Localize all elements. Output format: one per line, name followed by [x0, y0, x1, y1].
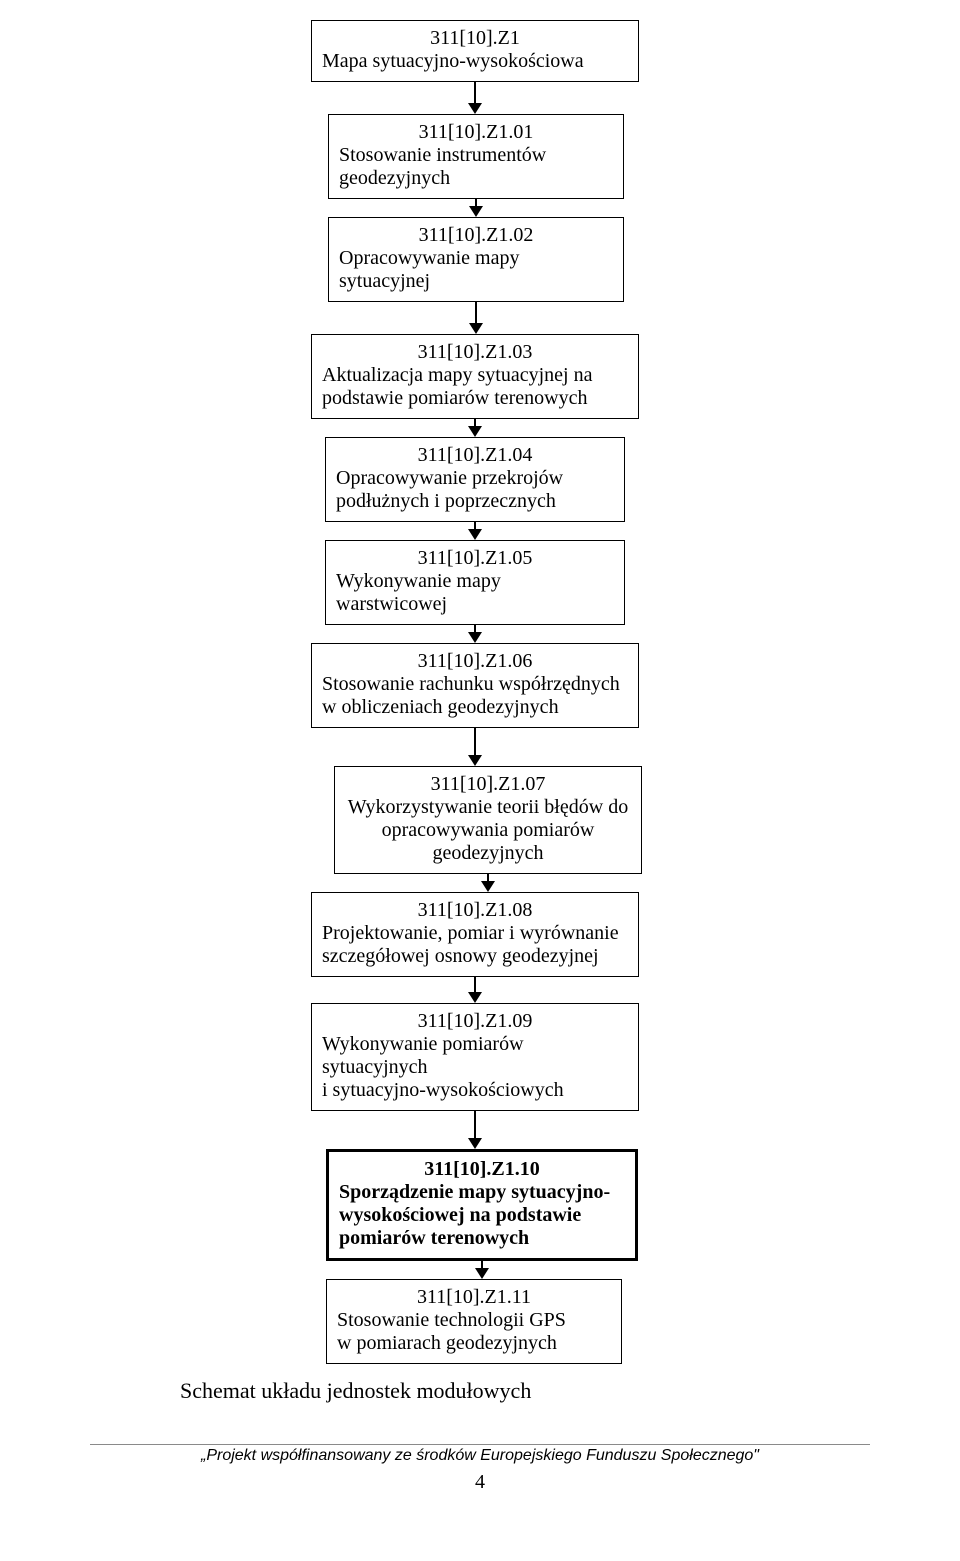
arrow-head: [468, 529, 482, 540]
flowchart-chain: 311[10].Z1Mapa sytuacyjno-wysokościowa31…: [0, 20, 960, 1364]
node-code: 311[10].Z1: [322, 27, 628, 50]
arrow-down-icon: [468, 1111, 482, 1149]
flowchart-node: 311[10].Z1.11Stosowanie technologii GPSw…: [326, 1279, 622, 1364]
node-code: 311[10].Z1.11: [337, 1286, 611, 1309]
node-label-line: podłużnych i poprzecznych: [336, 490, 614, 513]
flowchart-node: 311[10].Z1.02Opracowywanie mapy sytuacyj…: [328, 217, 624, 302]
footer: „Projekt współfinansowany ze środków Eur…: [0, 1444, 960, 1494]
flowchart-node: 311[10].Z1.03Aktualizacja mapy sytuacyjn…: [311, 334, 639, 419]
node-code: 311[10].Z1.09: [322, 1010, 628, 1033]
node-code: 311[10].Z1.06: [322, 650, 628, 673]
node-code: 311[10].Z1.03: [322, 341, 628, 364]
arrow-shaft: [474, 1111, 476, 1139]
arrow-head: [468, 992, 482, 1003]
node-label-line: w pomiarach geodezyjnych: [337, 1332, 611, 1355]
node-label-line: Sporządzenie mapy sytuacyjno-: [339, 1181, 625, 1204]
arrow-down-icon: [469, 302, 483, 334]
flowchart-node: 311[10].Z1Mapa sytuacyjno-wysokościowa: [311, 20, 639, 82]
node-label-line: podstawie pomiarów terenowych: [322, 387, 628, 410]
node-label-line: w obliczeniach geodezyjnych: [322, 696, 628, 719]
node-label-line: Opracowywanie mapy sytuacyjnej: [339, 247, 613, 293]
arrow-shaft: [475, 302, 477, 324]
arrow-down-icon: [468, 625, 482, 643]
node-label-line: geodezyjnych: [345, 842, 631, 865]
node-label-line: Opracowywanie przekrojów: [336, 467, 614, 490]
flowchart-node: 311[10].Z1.01Stosowanie instrumentówgeod…: [328, 114, 624, 199]
arrow-head: [475, 1268, 489, 1279]
flowchart-caption: Schemat układu jednostek modułowych: [180, 1378, 960, 1404]
node-label-line: i sytuacyjno-wysokościowych: [322, 1079, 628, 1102]
arrow-head: [481, 881, 495, 892]
node-code: 311[10].Z1.05: [336, 547, 614, 570]
node-label-line: opracowywania pomiarów: [345, 819, 631, 842]
node-label-line: Stosowanie instrumentów: [339, 144, 613, 167]
node-code: 311[10].Z1.04: [336, 444, 614, 467]
flowchart-node: 311[10].Z1.04Opracowywanie przekrojówpod…: [325, 437, 625, 522]
arrow-shaft: [474, 728, 476, 756]
node-code: 311[10].Z1.07: [345, 773, 631, 796]
node-code: 311[10].Z1.02: [339, 224, 613, 247]
node-label-line: pomiarów terenowych: [339, 1227, 625, 1250]
node-label-line: Projektowanie, pomiar i wyrównanie: [322, 922, 628, 945]
arrow-down-icon: [481, 874, 495, 892]
flowchart-node: 311[10].Z1.06Stosowanie rachunku współrz…: [311, 643, 639, 728]
flowchart-node: 311[10].Z1.05Wykonywanie mapy warstwicow…: [325, 540, 625, 625]
arrow-down-icon: [468, 522, 482, 540]
node-label-line: Stosowanie rachunku współrzędnych: [322, 673, 628, 696]
flowchart-node: 311[10].Z1.08Projektowanie, pomiar i wyr…: [311, 892, 639, 977]
node-code: 311[10].Z1.10: [339, 1158, 625, 1181]
node-label-line: Aktualizacja mapy sytuacyjnej na: [322, 364, 628, 387]
arrow-head: [468, 755, 482, 766]
node-code: 311[10].Z1.01: [339, 121, 613, 144]
node-label-line: Wykorzystywanie teorii błędów do: [345, 796, 631, 819]
arrow-down-icon: [469, 199, 483, 217]
node-label-line: szczegółowej osnowy geodezyjnej: [322, 945, 628, 968]
arrow-shaft: [474, 82, 476, 104]
arrow-head: [469, 206, 483, 217]
flowchart-node: 311[10].Z1.07Wykorzystywanie teorii błęd…: [334, 766, 642, 874]
node-label-line: Stosowanie technologii GPS: [337, 1309, 611, 1332]
node-code: 311[10].Z1.08: [322, 899, 628, 922]
flowchart-node: 311[10].Z1.09Wykonywanie pomiarów sytuac…: [311, 1003, 639, 1111]
page-number: 4: [0, 1471, 960, 1494]
node-label-line: Wykonywanie pomiarów sytuacyjnych: [322, 1033, 628, 1079]
node-label-line: Mapa sytuacyjno-wysokościowa: [322, 50, 628, 73]
arrow-head: [468, 103, 482, 114]
arrow-down-icon: [475, 1261, 489, 1279]
arrow-down-icon: [468, 977, 482, 1003]
node-label-line: wysokościowej na podstawie: [339, 1204, 625, 1227]
flowchart-node: 311[10].Z1.10Sporządzenie mapy sytuacyjn…: [326, 1149, 638, 1261]
node-label-line: Wykonywanie mapy warstwicowej: [336, 570, 614, 616]
arrow-down-icon: [468, 419, 482, 437]
footer-rule: [90, 1444, 870, 1445]
arrow-head: [469, 323, 483, 334]
footer-text: „Projekt współfinansowany ze środków Eur…: [0, 1447, 960, 1465]
arrow-down-icon: [468, 82, 482, 114]
node-label-line: geodezyjnych: [339, 167, 613, 190]
arrow-head: [468, 1138, 482, 1149]
page: 311[10].Z1Mapa sytuacyjno-wysokościowa31…: [0, 0, 960, 1494]
arrow-head: [468, 632, 482, 643]
arrow-head: [468, 426, 482, 437]
arrow-down-icon: [468, 728, 482, 766]
arrow-shaft: [474, 977, 476, 993]
